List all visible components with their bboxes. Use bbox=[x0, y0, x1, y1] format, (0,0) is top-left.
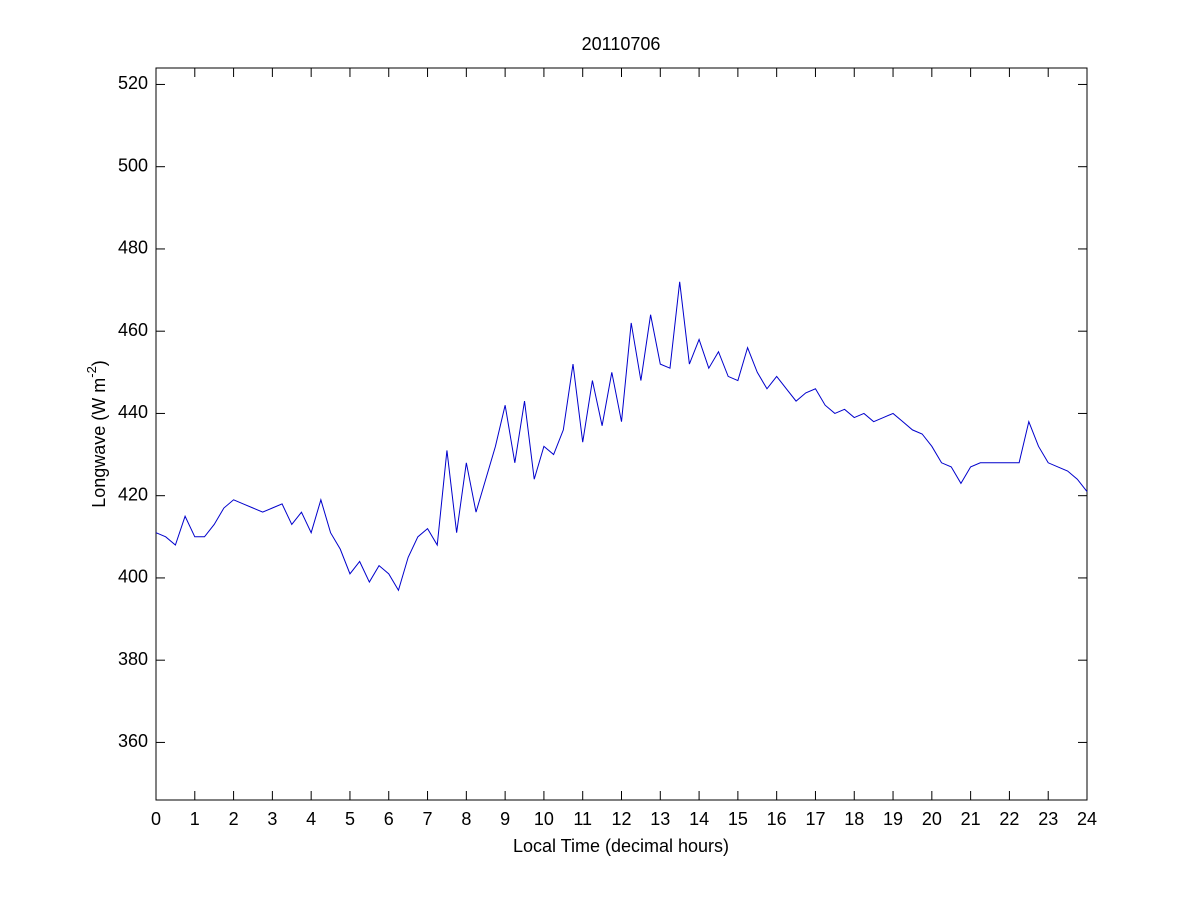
y-tick-label: 500 bbox=[118, 155, 148, 175]
x-tick-label: 11 bbox=[573, 809, 592, 829]
x-tick-label: 16 bbox=[767, 809, 787, 829]
x-tick-label: 15 bbox=[728, 809, 748, 829]
y-tick-label: 420 bbox=[118, 484, 148, 504]
x-tick-label: 1 bbox=[190, 809, 200, 829]
x-axis-label: Local Time (decimal hours) bbox=[513, 836, 729, 856]
x-tick-label: 22 bbox=[999, 809, 1019, 829]
y-label-end: ) bbox=[89, 360, 109, 366]
x-tick-label: 8 bbox=[461, 809, 471, 829]
x-tick-label: 19 bbox=[883, 809, 903, 829]
y-tick-label: 480 bbox=[118, 238, 148, 258]
x-tick-label: 5 bbox=[345, 809, 355, 829]
y-axis-label: Longwave (W m-2) bbox=[84, 360, 108, 508]
x-tick-label: 10 bbox=[534, 809, 554, 829]
x-tick-label: 0 bbox=[151, 809, 161, 829]
y-tick-label: 520 bbox=[118, 73, 148, 93]
x-tick-label: 20 bbox=[922, 809, 942, 829]
y-tick-label: 380 bbox=[118, 649, 148, 669]
x-tick-label: 4 bbox=[306, 809, 316, 829]
plot-frame bbox=[155, 67, 1088, 801]
x-tick-label: 9 bbox=[500, 809, 510, 829]
y-tick-label: 440 bbox=[118, 402, 148, 422]
y-tick-label: 460 bbox=[118, 320, 148, 340]
x-tick-label: 7 bbox=[423, 809, 433, 829]
y-label-sup: -2 bbox=[84, 366, 99, 378]
x-tick-label: 17 bbox=[805, 809, 825, 829]
x-tick-label: 14 bbox=[689, 809, 709, 829]
x-tick-label: 13 bbox=[650, 809, 670, 829]
x-tick-label: 18 bbox=[844, 809, 864, 829]
x-tick-label: 6 bbox=[384, 809, 394, 829]
x-tick-label: 24 bbox=[1077, 809, 1097, 829]
chart-title: 20110706 bbox=[582, 34, 661, 54]
x-tick-label: 21 bbox=[961, 809, 981, 829]
x-tick-label: 23 bbox=[1038, 809, 1058, 829]
x-tick-label: 3 bbox=[267, 809, 277, 829]
y-tick-label: 400 bbox=[118, 567, 148, 587]
y-tick-label: 360 bbox=[118, 731, 148, 751]
x-tick-label: 2 bbox=[229, 809, 239, 829]
data-line bbox=[155, 281, 1088, 592]
y-label-main: Longwave (W m bbox=[89, 378, 109, 508]
x-tick-label: 12 bbox=[611, 809, 631, 829]
